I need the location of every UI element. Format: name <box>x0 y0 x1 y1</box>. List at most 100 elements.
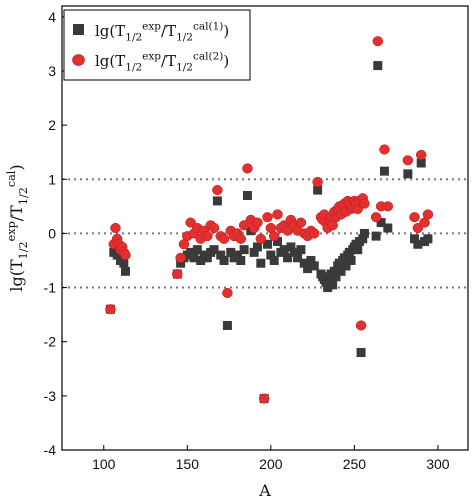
data-point <box>279 245 289 255</box>
data-point <box>359 228 369 238</box>
data-point <box>222 287 233 299</box>
data-point <box>256 258 266 268</box>
data-point <box>202 231 213 242</box>
data-point <box>110 222 121 234</box>
data-point <box>303 264 313 274</box>
data-point <box>355 320 367 331</box>
data-point <box>175 252 186 263</box>
data-point <box>219 255 229 265</box>
x-tick-label: 100 <box>92 456 116 472</box>
data-point <box>309 261 319 271</box>
y-tick-label: 0 <box>48 225 56 241</box>
data-point <box>236 255 246 265</box>
data-point <box>296 245 306 255</box>
data-point <box>336 266 346 276</box>
legend: lg(T1/2exp/T1/2cal(1)) lg(T1/2exp/T1/2ca… <box>63 9 251 81</box>
y-tick-label: -4 <box>44 442 57 458</box>
data-point <box>409 212 420 223</box>
data-point <box>416 158 426 168</box>
data-point <box>218 233 230 244</box>
y-tick-label: 2 <box>48 117 56 133</box>
data-point <box>328 280 338 290</box>
data-point <box>286 242 296 252</box>
x-tick-label: 150 <box>176 456 200 472</box>
data-point <box>415 149 427 160</box>
y-tick-label: -3 <box>44 388 57 404</box>
legend-label-series-1: lg(T1/2exp/T1/2cal(1)) <box>95 20 229 43</box>
data-point <box>379 144 390 155</box>
data-point <box>383 223 393 233</box>
legend-box <box>63 9 251 81</box>
data-point <box>242 191 252 201</box>
data-point <box>356 348 366 358</box>
reference-lines <box>62 178 468 289</box>
data-point <box>422 209 434 220</box>
legend-marker-series-2 <box>72 54 85 66</box>
x-tick-label: 300 <box>426 456 450 472</box>
data-point <box>283 253 293 263</box>
data-point <box>370 212 382 223</box>
data-point <box>379 166 389 176</box>
data-point <box>120 250 131 261</box>
data-point <box>263 239 273 249</box>
data-point <box>295 217 307 228</box>
x-axis-title: A <box>258 481 271 500</box>
data-point <box>252 217 263 228</box>
data-point <box>172 268 183 280</box>
data-point <box>272 209 283 220</box>
data-point <box>358 234 368 244</box>
data-point <box>209 245 219 255</box>
data-point <box>373 61 383 71</box>
data-point <box>186 247 196 257</box>
series-1 <box>105 61 433 404</box>
data-point <box>266 250 276 260</box>
data-point <box>341 261 351 271</box>
data-point <box>372 36 384 47</box>
x-tick-label: 200 <box>259 456 283 472</box>
series-2 <box>105 36 434 404</box>
data-point <box>273 237 283 247</box>
y-axis-title: lg(T1/2exp/T1/2cal) <box>5 164 30 291</box>
data-point <box>359 198 370 209</box>
data-point <box>309 228 320 239</box>
data-point <box>331 272 341 282</box>
legend-marker-series-1 <box>73 24 84 35</box>
data-point <box>120 266 130 276</box>
data-point <box>226 247 236 257</box>
data-point <box>239 245 249 255</box>
data-point <box>353 245 363 255</box>
data-point <box>410 234 420 244</box>
y-tick-label: 1 <box>48 171 56 187</box>
y-tick-label: -1 <box>44 280 57 296</box>
data-point <box>313 185 323 195</box>
legend-label-series-2: lg(T1/2exp/T1/2cal(2)) <box>95 50 229 73</box>
data-point <box>202 253 212 263</box>
data-point <box>329 266 339 276</box>
data-point <box>222 320 232 330</box>
y-tick-label: -2 <box>44 334 57 350</box>
data-point <box>255 233 267 244</box>
data-point <box>323 283 333 293</box>
data-point <box>208 222 220 234</box>
data-point <box>242 163 253 174</box>
data-point <box>346 255 356 265</box>
y-tick-label: 4 <box>48 9 56 25</box>
data-point <box>268 231 280 242</box>
data-point <box>235 233 247 244</box>
data-point <box>232 250 242 260</box>
data-point <box>112 250 122 260</box>
x-tick-label: 250 <box>343 456 367 472</box>
data-point <box>212 196 222 206</box>
data-point <box>289 247 299 257</box>
data-point <box>249 247 259 257</box>
data-point <box>176 258 186 268</box>
data-point <box>376 218 386 228</box>
data-point <box>269 255 279 265</box>
axis-ticks: 100 150 200 250 300 -4 -3 -2 -1 0 1 2 3 4 <box>44 9 450 472</box>
data-point <box>306 255 316 265</box>
data-point <box>403 169 413 179</box>
data-point <box>252 242 262 252</box>
data-points <box>105 36 434 404</box>
data-point <box>196 255 206 265</box>
